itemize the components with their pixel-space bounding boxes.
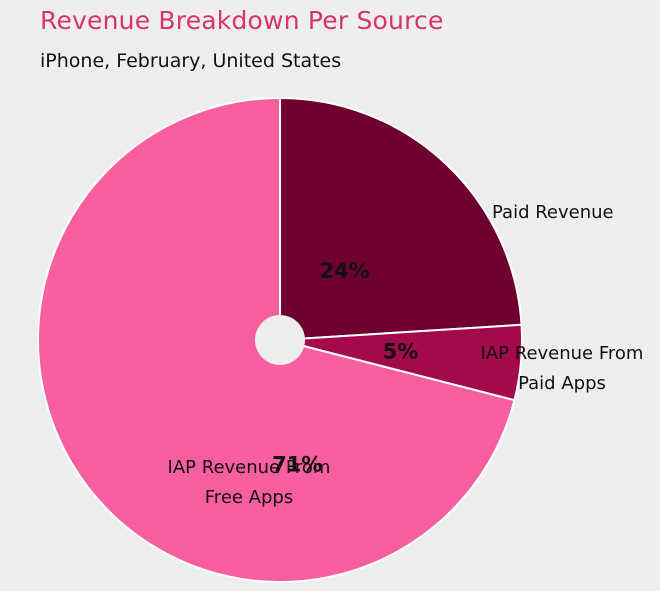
category-label-iap-free-apps: IAP Revenue From Free Apps <box>168 457 331 508</box>
category-label-paid-revenue: Paid Revenue <box>492 202 614 223</box>
value-label-paid-revenue: 24% <box>319 259 369 283</box>
pie-center-hole <box>255 315 305 365</box>
category-label-line: Paid Revenue <box>492 202 614 223</box>
pie-slice-paid-revenue <box>279 96 523 342</box>
pie-labels: 24% Paid Revenue 5% IAP Revenue From Paid Ap… <box>168 202 644 508</box>
category-label-line: Paid Apps <box>518 373 606 394</box>
category-label-line: Free Apps <box>205 487 293 508</box>
category-label-line: IAP Revenue From <box>168 457 331 478</box>
chart-title: Revenue Breakdown Per Source <box>40 6 444 35</box>
chart-subtitle: iPhone, February, United States <box>40 50 342 72</box>
category-label-line: IAP Revenue From <box>481 343 644 364</box>
value-label-iap-free-apps: 71% <box>272 453 322 477</box>
category-label-iap-paid-apps: IAP Revenue From Paid Apps <box>481 343 644 394</box>
value-label-iap-paid-apps: 5% <box>383 339 419 363</box>
